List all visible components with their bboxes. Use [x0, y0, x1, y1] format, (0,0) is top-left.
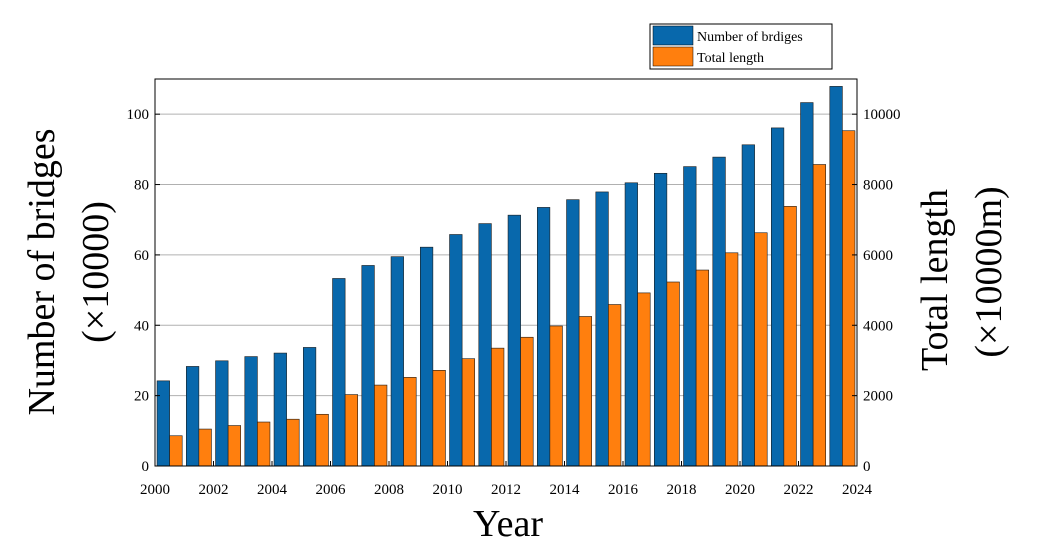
- y-left-title-line1: Number of bridges: [21, 128, 63, 415]
- x-tick-label: 2018: [667, 482, 697, 498]
- bar-length-2000: [169, 435, 183, 467]
- x-tick-label: 2012: [491, 482, 521, 498]
- bar-length-2006: [344, 394, 359, 467]
- bar-length-2008: [403, 377, 417, 467]
- bar-length-2017: [666, 281, 680, 467]
- x-tick-label: 2008: [374, 482, 404, 498]
- y-right-tick-label: 2000: [863, 389, 893, 405]
- bar-bridges-2019: [712, 156, 726, 467]
- bar-bridges-2003: [244, 356, 258, 467]
- bar-bridges-2018: [683, 166, 697, 467]
- bar-bridges-2008: [390, 256, 404, 467]
- bar-length-2011: [491, 347, 505, 467]
- bar-bridges-2009: [419, 246, 434, 467]
- legend-swatch-length: [652, 46, 694, 67]
- bar-bridges-2016: [624, 182, 638, 467]
- y-right-tick-label: 6000: [863, 248, 893, 264]
- legend-label-length: Total length: [697, 51, 764, 66]
- y-left-tick-label: 80: [134, 178, 149, 194]
- bar-length-2019: [725, 252, 739, 467]
- x-tick-label: 2020: [725, 482, 755, 498]
- legend-swatch-bridges: [652, 25, 694, 46]
- bar-bridges-2014: [566, 199, 580, 467]
- y-right-tick-label: 10000: [863, 107, 901, 123]
- bar-length-2013: [549, 325, 563, 467]
- y-right-title-line1: Total length: [914, 189, 956, 371]
- bar-length-2003: [257, 421, 271, 467]
- gridlines: [155, 113, 857, 397]
- x-tick-label: 2014: [550, 482, 581, 498]
- bar-bridges-2002: [215, 360, 229, 467]
- bar-length-2012: [520, 336, 534, 467]
- bar-bridges-2007: [361, 265, 375, 467]
- bar-length-2001: [198, 428, 212, 467]
- bar-bridges-2005: [302, 347, 317, 467]
- bar-bridges-2020: [741, 144, 755, 467]
- y-left-tick-label: 60: [134, 248, 149, 264]
- bar-length-2016: [637, 292, 651, 467]
- bar-length-2005: [315, 413, 329, 467]
- x-tick-label: 2002: [199, 482, 229, 498]
- bar-length-2020: [754, 232, 768, 467]
- bar-length-2002: [227, 425, 242, 467]
- y-left-tick-label: 20: [134, 389, 149, 405]
- y-left-tick-label: 100: [127, 107, 150, 123]
- x-tick-label: 2024: [842, 482, 873, 498]
- bar-length-2021: [783, 206, 797, 467]
- ticks: 0 20 40 60 80 100 0 2000 4000 6000 8000 10000 2000 20…: [127, 107, 901, 498]
- y-left-tick-label: 40: [134, 318, 149, 334]
- bar-length-2014: [578, 316, 593, 467]
- x-axis-title: Year: [473, 503, 543, 545]
- bars: [156, 86, 856, 467]
- bar-length-2009: [432, 370, 446, 467]
- bar-length-2007: [374, 384, 388, 467]
- bar-bridges-2000: [156, 380, 170, 467]
- bar-bridges-2004: [273, 352, 287, 467]
- legend: Number of brdiges Total length: [649, 23, 833, 70]
- bar-bridges-2021: [770, 127, 785, 467]
- bar-length-2010: [461, 358, 476, 467]
- x-tick-label: 2010: [433, 482, 463, 498]
- bar-bridges-2013: [536, 207, 551, 467]
- bar-bridges-2023: [829, 86, 843, 467]
- bar-bridges-2001: [185, 366, 200, 467]
- x-tick-label: 2016: [608, 482, 639, 498]
- y-left-tick-label: 0: [142, 459, 150, 475]
- x-tick-label: 2022: [784, 482, 814, 498]
- bar-bridges-2011: [478, 223, 492, 467]
- y-right-tick-label: 8000: [863, 178, 893, 194]
- bar-bridges-2006: [332, 278, 346, 467]
- bar-length-2022: [812, 164, 827, 467]
- bar-length-2015: [608, 304, 622, 467]
- bar-length-2004: [286, 418, 300, 467]
- y-right-title-line2: (×10000m): [968, 186, 1010, 357]
- y-right-tick-label: 4000: [863, 318, 893, 334]
- y-left-title-line2: (×10000): [75, 201, 117, 343]
- bar-length-2018: [695, 269, 710, 467]
- bar-bridges-2010: [449, 234, 463, 467]
- bar-bridges-2022: [800, 102, 814, 467]
- x-tick-label: 2006: [316, 482, 347, 498]
- bar-bridges-2012: [507, 214, 521, 467]
- x-tick-label: 2004: [257, 482, 288, 498]
- x-tick-label: 2000: [140, 482, 170, 498]
- y-right-tick-label: 0: [863, 459, 871, 475]
- legend-label-bridges: Number of brdiges: [697, 30, 803, 45]
- bar-bridges-2015: [595, 191, 609, 467]
- bar-bridges-2017: [653, 172, 668, 467]
- bar-length-2023: [842, 130, 856, 467]
